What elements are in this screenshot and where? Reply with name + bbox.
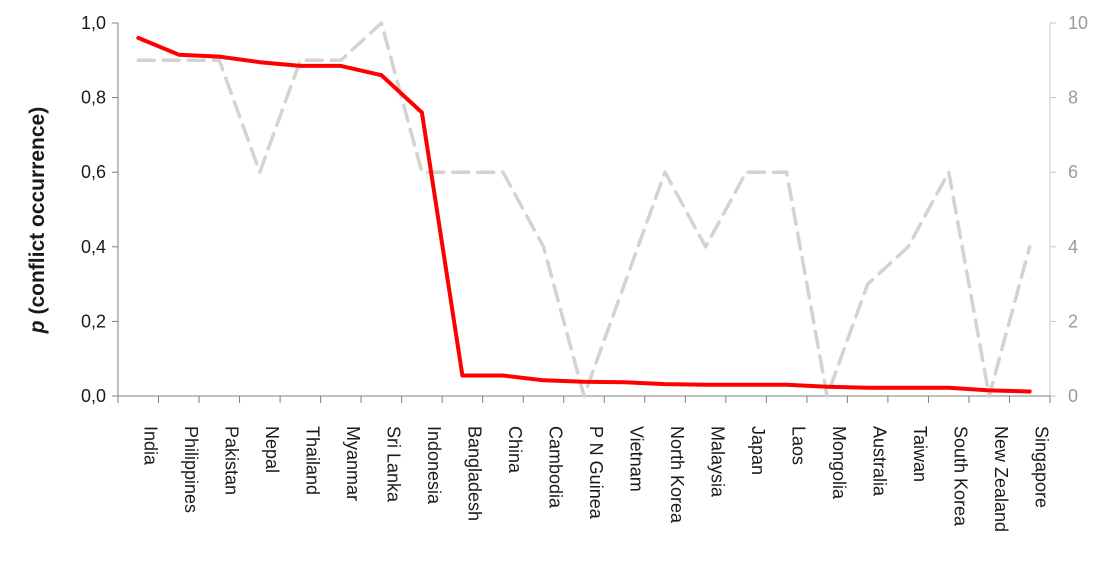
series-point-conflict-probability [988,389,990,391]
left-axis-tick-label: 0,4 [81,237,106,257]
left-axis-tick-label: 1,0 [81,13,106,33]
series-point-right-axis [867,283,869,285]
series-point-right-axis [340,59,342,61]
x-axis-category-label: Mongolia [829,426,849,500]
series-point-conflict-probability [583,381,585,383]
y-axis-label: p (conflict occurrence) [26,107,49,334]
left-axis-tick-label: 0,2 [81,311,106,331]
y-axis-label-italic: p [26,320,49,334]
x-axis-category-label: Philippines [181,426,201,513]
x-axis-category-label: Laos [789,426,809,465]
series-point-right-axis [745,171,747,173]
right-axis-tick-label: 6 [1068,162,1078,182]
series-group [136,21,1032,398]
x-axis-category-label: South Korea [951,426,971,527]
series-point-right-axis [461,171,463,173]
series-point-right-axis [1029,246,1031,248]
x-axis-category-label: North Korea [667,426,687,524]
right-axis-tick-label: 8 [1068,88,1078,108]
x-axis-category-label: Myanmar [343,426,363,501]
x-axis-category-label: China [505,426,525,474]
x-axis-category-label: Pakistan [221,426,241,495]
x-axis-category-label: Japan [748,426,768,475]
series-point-conflict-probability [218,56,220,58]
series-point-right-axis [624,283,626,285]
series-point-conflict-probability [745,384,747,386]
series-point-conflict-probability [421,112,423,114]
series-point-conflict-probability [867,387,869,389]
series-line-right-axis [136,21,1032,398]
series-point-conflict-probability [664,383,666,385]
x-axis-group: India Philippines Pakistan Nepal Thailand Mya… [117,395,1052,532]
x-axis-category-label: Indonesia [424,426,444,505]
series-point-conflict-probability [380,74,382,76]
series-point-conflict-probability [948,387,950,389]
left-axis-group: 0,0 0,2 0,4 0,6 0,8 1,0 [81,13,119,406]
series-point-right-axis [907,246,909,248]
left-axis-tick-label: 0,8 [81,88,106,108]
series-point-right-axis [502,171,504,173]
series-point-right-axis [583,395,585,397]
series-point-conflict-probability [786,384,788,386]
series-point-right-axis [299,59,301,61]
series-point-conflict-probability [542,379,544,381]
series-point-conflict-probability [178,54,180,56]
series-point-right-axis [178,59,180,61]
series-point-right-axis [988,395,990,397]
series-point-conflict-probability [502,374,504,376]
series-point-right-axis [137,59,139,61]
x-axis-category-label: New Zealand [991,426,1011,532]
right-axis-group: 0 2 4 6 8 10 [1049,13,1088,406]
series-point-right-axis [705,246,707,248]
series-point-conflict-probability [624,381,626,383]
series-point-conflict-probability [340,65,342,67]
series-point-right-axis [826,395,828,397]
series-point-conflict-probability [461,374,463,376]
series-point-right-axis [421,171,423,173]
right-axis-tick-label: 0 [1068,386,1078,406]
series-point-right-axis [786,171,788,173]
left-axis-tick-label: 0,0 [81,386,106,406]
series-point-conflict-probability [705,384,707,386]
series-point-right-axis [380,22,382,24]
series-point-right-axis [542,246,544,248]
series-point-conflict-probability [826,386,828,388]
left-axis-tick-label: 0,6 [81,162,106,182]
right-axis-tick-label: 2 [1068,311,1078,331]
x-axis-category-label: Nepal [262,426,282,473]
x-axis-category-label: Singapore [1032,426,1052,508]
x-axis-category-label: India [140,426,160,466]
series-point-right-axis [218,59,220,61]
series-point-conflict-probability [907,387,909,389]
x-axis-category-label: Taiwan [910,426,930,482]
x-axis-category-label: Thailand [302,426,322,495]
series-line-conflict-probability [136,35,1032,394]
x-axis-category-label: Australia [870,426,890,497]
y-axis-label-rest: (conflict occurrence) [26,107,49,321]
series-point-conflict-probability [1029,391,1031,393]
series-point-conflict-probability [299,65,301,67]
series-point-right-axis [259,171,261,173]
series-point-right-axis [948,171,950,173]
x-axis-category-label: Bangladesh [464,426,484,521]
right-axis-tick-label: 4 [1068,237,1078,257]
x-axis-category-label: Vietnam [627,426,647,492]
x-axis-category-label: P N Guinea [586,426,606,520]
x-axis-category-label: Malaysia [708,426,728,498]
x-axis-category-label: Sri Lanka [383,426,403,503]
x-axis-category-label: Cambodia [545,426,565,509]
series-point-conflict-probability [259,61,261,63]
series-point-right-axis [664,171,666,173]
series-point-conflict-probability [137,37,139,39]
right-axis-tick-label: 10 [1068,13,1088,33]
